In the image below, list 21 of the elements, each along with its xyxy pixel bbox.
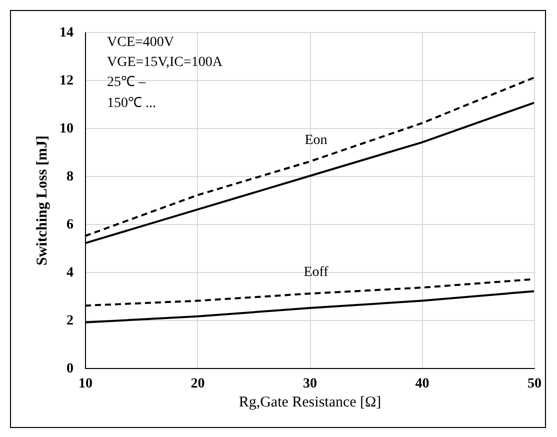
x-tick-label: 20	[190, 376, 205, 392]
annotation: VCE=400V	[107, 35, 174, 50]
x-axis-title: Rg,Gate Resistance [Ω]	[238, 394, 382, 410]
y-tick-label: 8	[66, 170, 74, 184]
y-tick-label: 14	[60, 26, 74, 40]
annotation: Eon	[304, 133, 328, 148]
x-tick-label: 10	[78, 376, 92, 392]
y-tick-label: 0	[66, 362, 74, 376]
annotation: Eoff	[304, 265, 329, 280]
y-tick-label: 10	[60, 122, 74, 136]
y-axis-title: Switching Loss [mJ]	[34, 135, 50, 266]
x-tick-label: 50	[528, 376, 542, 392]
annotation: 25℃ –	[107, 75, 146, 90]
annotation: 150℃ ...	[107, 96, 156, 111]
y-tick-label: 4	[66, 266, 74, 280]
x-tick-label: 30	[303, 376, 317, 392]
annotation: VGE=15V,IC=100A	[107, 55, 224, 70]
y-tick-label: 6	[66, 218, 74, 232]
y-tick-label: 12	[60, 74, 74, 88]
y-tick-label: 2	[66, 314, 74, 328]
x-tick-label: 40	[415, 376, 430, 392]
